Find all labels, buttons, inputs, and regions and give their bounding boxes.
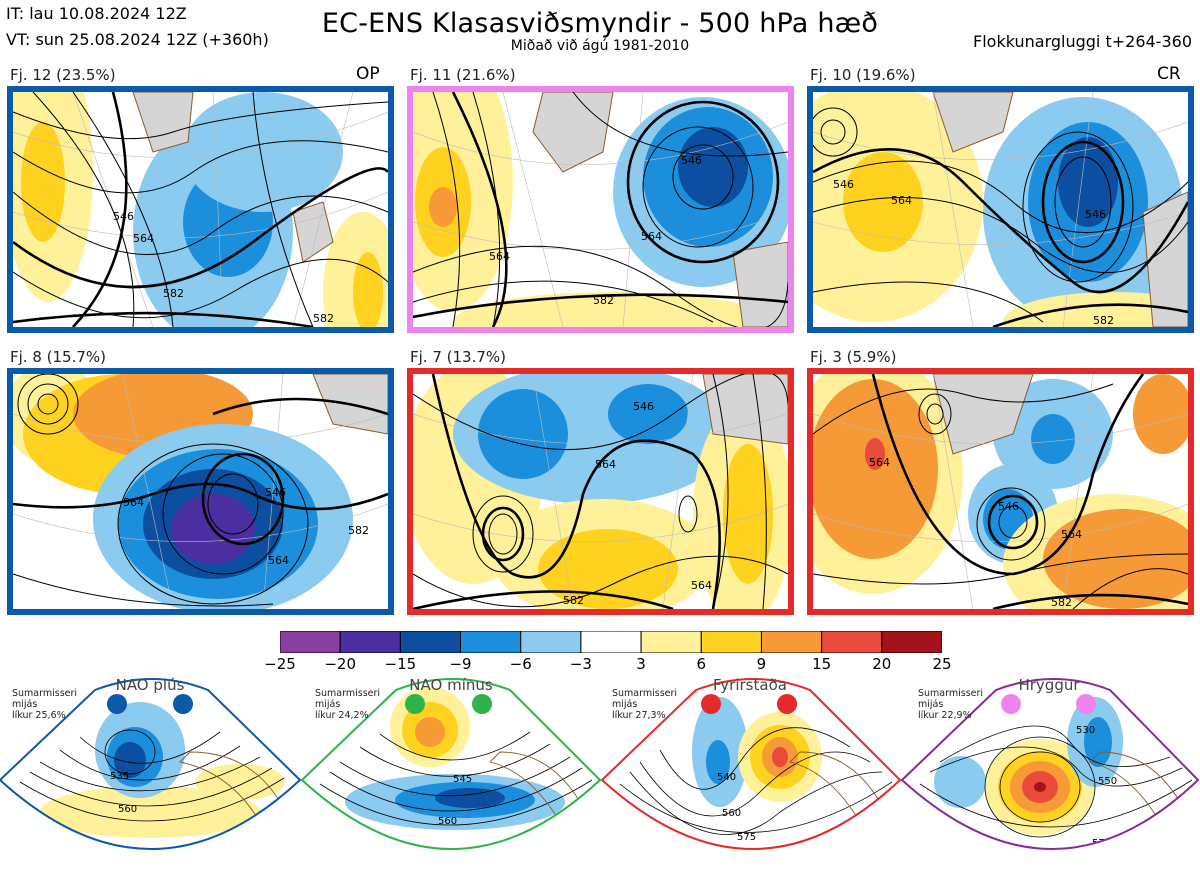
colorbar-tick-label: 25: [932, 655, 952, 673]
colorbar-tick-label: −3: [569, 655, 592, 673]
colorbar-swatch: [881, 631, 942, 653]
page-title: EC-ENS Klasasviðsmyndir - 500 hPa hæð: [321, 8, 879, 39]
cluster-map-2: 546 564 564 582: [407, 86, 794, 333]
colorbar-swatch: [460, 631, 522, 653]
contour-label: 564: [489, 250, 510, 263]
contour-label: 582: [1093, 314, 1114, 327]
colorbar-swatch: [339, 631, 401, 653]
contour-label: 564: [1061, 528, 1082, 541]
panel-label: Fj. 12 (23.5%): [10, 66, 116, 84]
panel-label: Fj. 8 (15.7%): [10, 348, 106, 366]
colorbar-tick-label: −25: [264, 655, 296, 673]
regime-dot: [107, 694, 127, 714]
contour-label: 582: [313, 312, 334, 325]
contour-label: 575: [737, 832, 756, 843]
regime-dot: [777, 694, 797, 714]
colorbar-swatch: [640, 631, 702, 653]
regime-dot: [1076, 694, 1096, 714]
contour-label: 582: [163, 287, 184, 300]
colorbar-tick-label: 20: [872, 655, 892, 673]
contour-label: 575: [448, 850, 467, 861]
contour-label: 560: [722, 808, 741, 819]
panel-label: Fj. 10 (19.6%): [810, 66, 916, 84]
regime-dot: [472, 694, 492, 714]
colorbar: [280, 631, 942, 653]
colorbar-tick-label: 15: [812, 655, 832, 673]
contour-label: 564: [641, 230, 662, 243]
colorbar-tick-label: −15: [384, 655, 417, 673]
cluster-map-4: 546 564 564 582: [7, 368, 394, 615]
regime-name: Fyrirstaða: [713, 676, 787, 694]
regime-name: NAO plús: [115, 676, 185, 694]
colorbar-tick-label: −20: [324, 655, 356, 673]
colorbar-swatch: [821, 631, 883, 653]
colorbar-tick-label: 3: [636, 655, 646, 673]
classification-window: Flokkunargluggi t+264-360: [973, 32, 1192, 51]
contour-label: 546: [265, 486, 286, 499]
contour-label: 546: [633, 400, 654, 413]
regime-note: Sumarmisseri mijás líkur 27,3%: [612, 688, 678, 721]
colorbar-tick-label: −6: [509, 655, 532, 673]
page-subtitle: Miðað við ágú 1981-2010: [510, 38, 690, 54]
contour-label: 582: [563, 594, 584, 607]
colorbar-tick-label: 9: [756, 655, 767, 673]
colorbar-tick-label: 6: [696, 655, 707, 673]
regime-name: Hryggur: [1018, 676, 1080, 694]
contour-label: 550: [1098, 776, 1117, 787]
regime-note: Sumarmisseri mijás líkur 22,9%: [918, 688, 984, 721]
panel-label: Fj. 11 (21.6%): [410, 66, 516, 84]
issue-time: IT: lau 10.08.2024 12Z: [6, 4, 187, 23]
contour-label: 546: [833, 178, 854, 191]
regime-note: Sumarmisseri mijás líkur 24,2%: [315, 688, 381, 721]
contour-label: 564: [123, 496, 144, 509]
cluster-map-6: 546 564 564 582: [807, 368, 1194, 615]
colorbar-swatch: [399, 631, 462, 653]
contour-label: 564: [595, 458, 616, 471]
colorbar-swatch: [760, 631, 823, 653]
contour-label: 535: [110, 771, 129, 782]
regime-note: Sumarmisseri mijás líkur 25,6%: [12, 688, 78, 721]
contour-label: 582: [1051, 596, 1072, 609]
regime-dot: [1001, 694, 1021, 714]
regime-dot: [173, 694, 193, 714]
colorbar-tick-label: −9: [449, 655, 472, 673]
valid-time: VT: sun 25.08.2024 12Z (+360h): [6, 30, 269, 49]
contour-label: 546: [681, 154, 702, 167]
contour-label: 564: [891, 194, 912, 207]
regime-name: NAO mínus: [409, 676, 493, 694]
colorbar-swatch: [280, 631, 341, 653]
contour-label: 582: [593, 294, 614, 307]
contour-label: 564: [869, 456, 890, 469]
colorbar-swatch: [520, 631, 582, 653]
colorbar-swatch: [700, 631, 762, 653]
contour-label: 545: [453, 774, 472, 785]
panel-label: Fj. 3 (5.9%): [810, 348, 897, 366]
cluster-map-1: 546 564 582 582: [7, 86, 394, 333]
cluster-map-5: 546 564 582 564: [407, 368, 794, 615]
panel-label: Fj. 7 (13.7%): [410, 348, 506, 366]
regime-dot: [701, 694, 721, 714]
contour-label: 530: [1076, 725, 1095, 736]
cluster-map-3: 546 564 546 582: [807, 86, 1194, 333]
contour-label: 546: [113, 210, 134, 223]
panel-tag: CR: [1157, 64, 1181, 84]
colorbar-swatch: [580, 631, 642, 653]
contour-label: 546: [998, 500, 1019, 513]
contour-label: 564: [133, 232, 154, 245]
contour-label: 546: [1085, 208, 1106, 221]
contour-label: 582: [348, 524, 369, 537]
contour-label: 564: [268, 554, 289, 567]
contour-label: 540: [717, 772, 736, 783]
regime-dot: [405, 694, 425, 714]
contour-label: 560: [118, 804, 137, 815]
contour-label: 560: [438, 816, 457, 827]
panel-tag: OP: [356, 64, 380, 84]
contour-label: 564: [691, 579, 712, 592]
